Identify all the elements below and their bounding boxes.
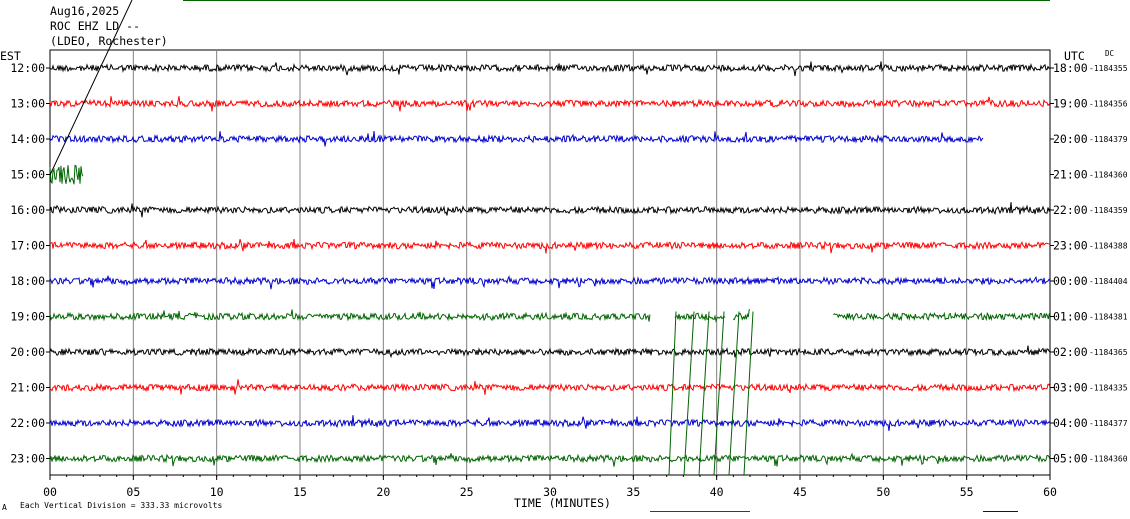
row-dc-offset: -1184381 [1089, 313, 1128, 322]
x-tick-label: 45 [793, 485, 807, 499]
event-lines [49, 0, 754, 476]
row-utc-label: 19:00 [1053, 97, 1088, 111]
x-tick-label: 55 [960, 485, 974, 499]
seismic-trace-segment [49, 96, 1051, 112]
x-axis-title: TIME (MINUTES) [514, 496, 611, 510]
row-utc-label: 04:00 [1053, 416, 1088, 430]
dc-label: DC [1105, 49, 1114, 58]
right-timezone-label: UTC [1064, 49, 1085, 63]
row-dc-offset: -1184360 [1089, 171, 1128, 180]
x-tick-labels: 00 05 10 15 20 25 30 35 40 45 50 55 60 [43, 485, 1057, 499]
event-spike-line [743, 311, 754, 476]
corner-mark: A [2, 503, 7, 512]
network-label: (LDEO, Rochester) [50, 34, 168, 48]
seismic-trace-segment [49, 345, 1051, 359]
seismic-trace-segment [49, 239, 1051, 254]
seismic-trace-segment [732, 309, 750, 321]
station-label: ROC EHZ LD -- [50, 19, 140, 33]
row-dc-offset: -1184356 [1089, 100, 1128, 109]
row-utc-label: 05:00 [1053, 452, 1088, 466]
seismic-trace-segment [49, 131, 984, 147]
grid-lines [46, 49, 1054, 480]
trace-group [49, 61, 1051, 467]
x-tick-label: 25 [460, 485, 474, 499]
x-tick-label: 30 [543, 485, 557, 499]
x-tick-label: 10 [210, 485, 224, 499]
row-est-label: 23:00 [10, 452, 45, 466]
row-utc-label: 03:00 [1053, 381, 1088, 395]
row-utc-label: 20:00 [1053, 132, 1088, 146]
row-dc-offset: -1184365 [1089, 348, 1128, 357]
event-spike-line [668, 311, 677, 476]
row-est-label: 17:00 [10, 239, 45, 253]
row-est-label: 20:00 [10, 345, 45, 359]
seismic-trace-segment [49, 164, 84, 185]
event-spike-line [683, 311, 695, 476]
row-est-label: 18:00 [10, 274, 45, 288]
x-tick-label: 05 [126, 485, 140, 499]
row-utc-label: 18:00 [1053, 61, 1088, 75]
row-est-label: 16:00 [10, 203, 45, 217]
x-tick-label: 35 [626, 485, 640, 499]
row-dc-offset: -1184355 [1089, 64, 1128, 73]
row-dc-offset: -1184379 [1089, 135, 1128, 144]
seismic-trace-segment [49, 309, 651, 322]
event-spike-line [698, 311, 710, 476]
x-tick-label: 50 [876, 485, 890, 499]
pen-jump-line [49, 0, 133, 176]
seismic-trace-segment [49, 61, 1051, 77]
row-utc-label: 00:00 [1053, 274, 1088, 288]
x-tick-label: 15 [293, 485, 307, 499]
row-dc-offset: -1184335 [1089, 384, 1128, 393]
x-tick-label: 60 [1043, 485, 1057, 499]
row-utc-label: 23:00 [1053, 239, 1088, 253]
scale-note: Each Vertical Division = 333.33 microvol… [20, 501, 222, 510]
x-tick-label: 20 [376, 485, 390, 499]
row-est-label: 13:00 [10, 97, 45, 111]
row-dc-offset: -1184359 [1089, 206, 1128, 215]
row-dc-offset: -1184404 [1089, 277, 1128, 286]
x-tick-label: 00 [43, 485, 57, 499]
row-utc-label: 01:00 [1053, 310, 1088, 324]
row-dc-offset: -1184388 [1089, 242, 1128, 251]
seismic-trace-segment [833, 311, 1050, 322]
row-est-label: 19:00 [10, 310, 45, 324]
seismic-trace-segment [49, 452, 1051, 467]
row-est-label: 14:00 [10, 132, 45, 146]
row-est-label: 15:00 [10, 168, 45, 182]
row-dc-offset: -1184360 [1089, 455, 1128, 464]
event-spike-line [713, 311, 725, 476]
seismic-trace-segment [674, 312, 726, 323]
seismic-trace-segment [49, 274, 1051, 290]
seismic-trace-segment [49, 202, 1051, 218]
row-utc-label: 02:00 [1053, 345, 1088, 359]
row-dc-offset: -1184377 [1089, 419, 1128, 428]
row-est-label: 21:00 [10, 381, 45, 395]
seismic-trace-segment [49, 379, 1051, 395]
event-spike-line [728, 311, 740, 476]
left-timezone-label: EST [0, 49, 21, 63]
date-label: Aug16,2025 [50, 4, 119, 18]
row-est-label: 22:00 [10, 416, 45, 430]
seismic-trace-segment [49, 415, 1051, 431]
row-utc-label: 21:00 [1053, 168, 1088, 182]
row-est-label: 12:00 [10, 61, 45, 75]
row-utc-label: 22:00 [1053, 203, 1088, 217]
x-tick-label: 40 [710, 485, 724, 499]
